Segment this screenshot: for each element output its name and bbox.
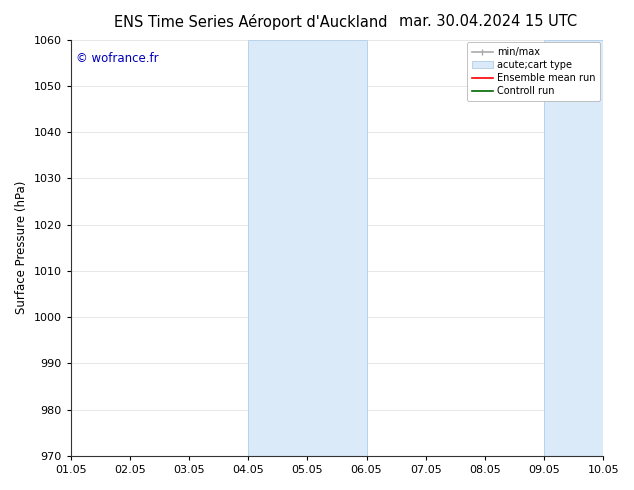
Y-axis label: Surface Pressure (hPa): Surface Pressure (hPa) — [15, 181, 28, 315]
Text: © wofrance.fr: © wofrance.fr — [76, 52, 158, 65]
Text: mar. 30.04.2024 15 UTC: mar. 30.04.2024 15 UTC — [399, 14, 578, 29]
Text: ENS Time Series Aéroport d'Auckland: ENS Time Series Aéroport d'Auckland — [114, 14, 387, 30]
Legend: min/max, acute;cart type, Ensemble mean run, Controll run: min/max, acute;cart type, Ensemble mean … — [467, 43, 600, 101]
Bar — [544, 40, 603, 456]
Bar — [248, 40, 366, 456]
